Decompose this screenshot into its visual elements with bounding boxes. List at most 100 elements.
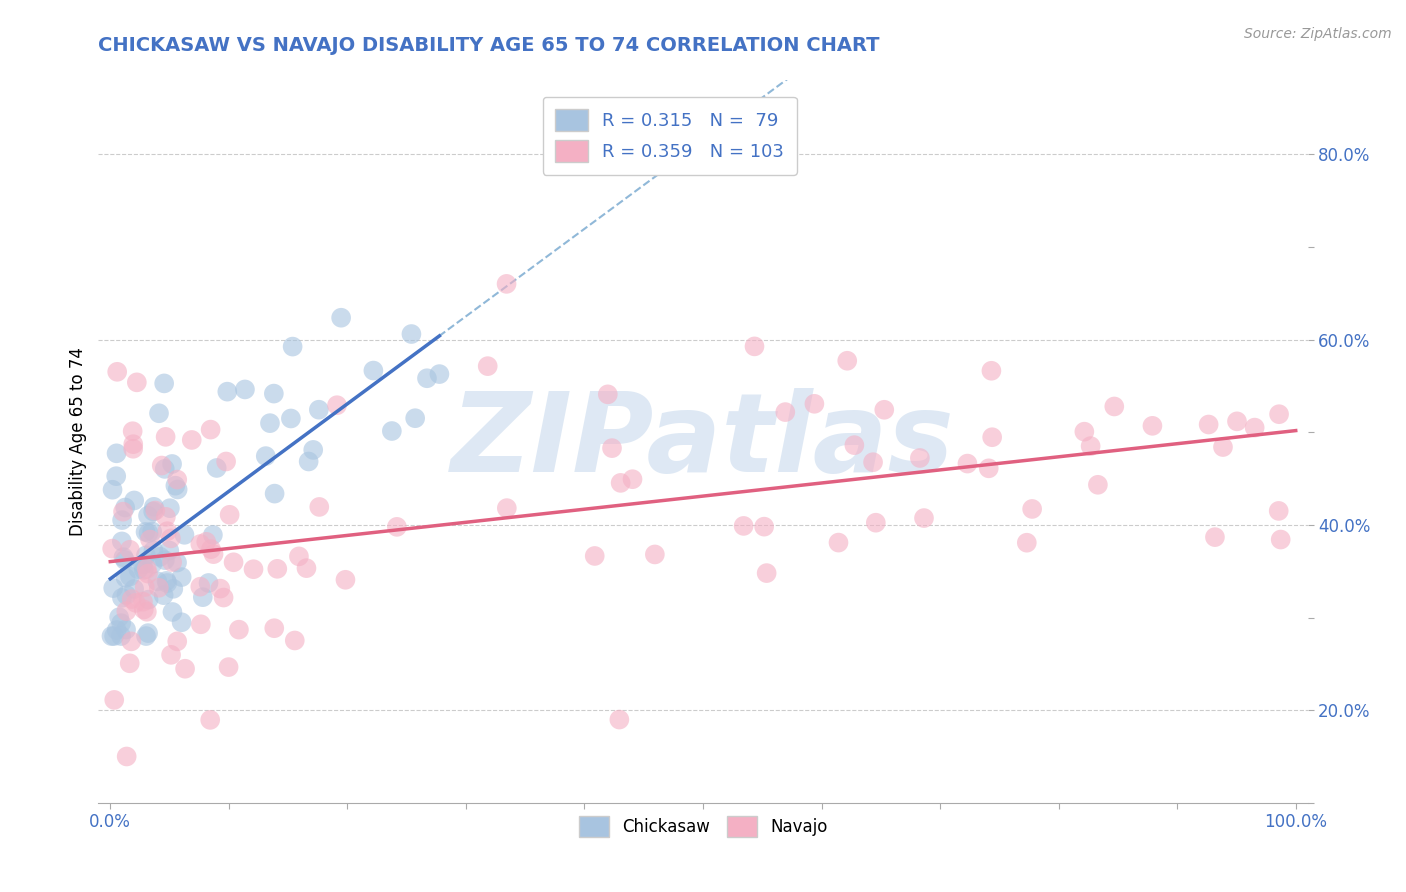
Point — [112, 505, 135, 519]
Point — [135, 524, 157, 539]
Point — [233, 383, 256, 397]
Point — [134, 580, 156, 594]
Point — [1243, 420, 1265, 434]
Point — [155, 430, 177, 444]
Point — [744, 339, 766, 353]
Point — [162, 605, 184, 619]
Point — [121, 424, 143, 438]
Point — [135, 549, 157, 563]
Point — [141, 557, 163, 571]
Point — [191, 590, 214, 604]
Point — [956, 457, 979, 471]
Point — [1021, 502, 1043, 516]
Point — [1142, 418, 1164, 433]
Point — [495, 277, 517, 291]
Point — [111, 591, 134, 605]
Point — [125, 376, 148, 390]
Point — [266, 562, 288, 576]
Point — [132, 595, 155, 609]
Point — [166, 473, 188, 487]
Point — [609, 475, 631, 490]
Point — [132, 602, 155, 616]
Point — [977, 461, 1000, 475]
Point — [136, 626, 159, 640]
Point — [101, 483, 124, 497]
Point — [111, 513, 134, 527]
Point — [115, 604, 138, 618]
Point — [263, 386, 285, 401]
Point — [1015, 535, 1038, 549]
Point — [298, 454, 321, 468]
Point — [110, 616, 132, 631]
Point — [844, 438, 866, 452]
Point — [1073, 425, 1095, 439]
Point — [1198, 417, 1220, 432]
Point — [148, 581, 170, 595]
Point — [218, 508, 240, 522]
Point — [153, 553, 176, 567]
Point — [138, 526, 160, 541]
Point — [173, 528, 195, 542]
Point — [188, 580, 211, 594]
Point — [263, 486, 285, 500]
Point — [205, 461, 228, 475]
Point — [1270, 533, 1292, 547]
Point — [160, 648, 183, 662]
Point — [114, 571, 136, 585]
Point — [242, 562, 264, 576]
Point — [160, 555, 183, 569]
Point — [153, 376, 176, 391]
Point — [141, 524, 163, 539]
Y-axis label: Disability Age 65 to 74: Disability Age 65 to 74 — [69, 347, 87, 536]
Point — [200, 542, 222, 557]
Point — [155, 509, 177, 524]
Point — [142, 500, 165, 514]
Point — [132, 558, 155, 572]
Point — [120, 634, 142, 648]
Point — [136, 566, 159, 581]
Point — [122, 437, 145, 451]
Point — [148, 406, 170, 420]
Point — [190, 617, 212, 632]
Point — [865, 516, 887, 530]
Point — [122, 442, 145, 456]
Point — [136, 508, 159, 523]
Point — [146, 574, 169, 589]
Point — [135, 562, 157, 576]
Point — [288, 549, 311, 564]
Point — [381, 424, 404, 438]
Point — [596, 387, 619, 401]
Point — [908, 450, 931, 465]
Point — [495, 501, 517, 516]
Point — [114, 553, 136, 567]
Point — [295, 561, 318, 575]
Point — [160, 532, 183, 546]
Point — [103, 581, 125, 595]
Point — [195, 534, 218, 549]
Point — [609, 713, 631, 727]
Point — [326, 398, 349, 412]
Point — [1104, 400, 1126, 414]
Point — [165, 478, 187, 492]
Point — [112, 550, 135, 565]
Point — [152, 588, 174, 602]
Point — [644, 548, 666, 562]
Point — [222, 555, 245, 569]
Point — [118, 657, 141, 671]
Point — [600, 441, 623, 455]
Point — [1226, 414, 1249, 428]
Point — [111, 534, 134, 549]
Point — [980, 364, 1002, 378]
Point — [363, 363, 385, 377]
Point — [159, 501, 181, 516]
Point — [621, 472, 644, 486]
Point — [160, 457, 183, 471]
Point — [209, 582, 232, 596]
Text: Source: ZipAtlas.com: Source: ZipAtlas.com — [1244, 27, 1392, 41]
Point — [122, 493, 145, 508]
Point — [308, 500, 330, 514]
Point — [170, 570, 193, 584]
Point — [583, 549, 606, 563]
Point — [166, 634, 188, 648]
Point — [135, 605, 157, 619]
